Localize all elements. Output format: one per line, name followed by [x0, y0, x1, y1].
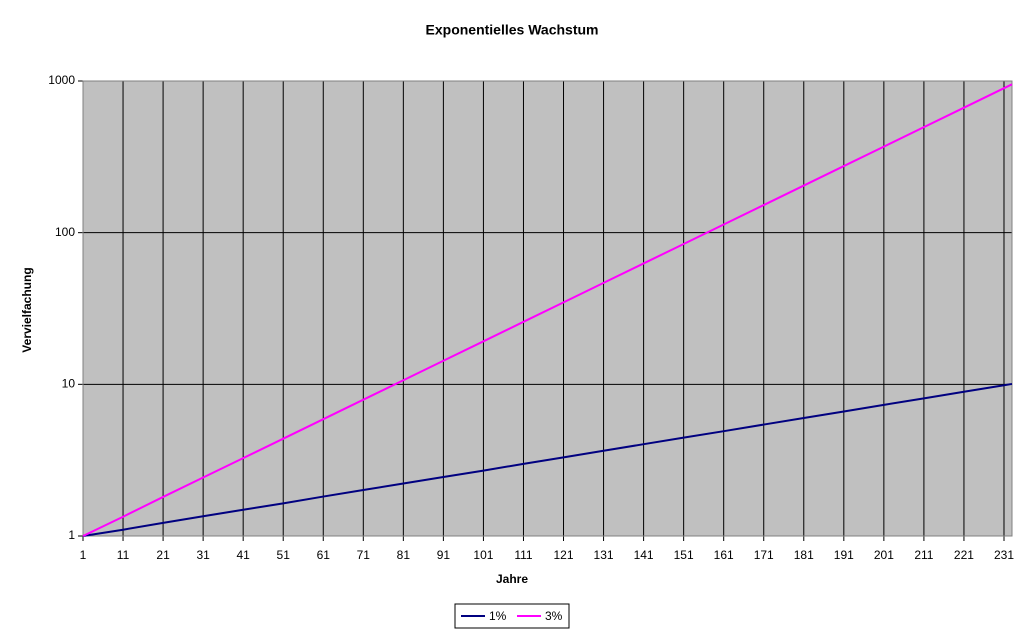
x-tick-label: 51	[277, 548, 291, 562]
x-axis-label: Jahre	[496, 572, 528, 586]
x-tick-label: 171	[754, 548, 774, 562]
x-tick-label: 131	[594, 548, 614, 562]
x-tick-label: 91	[437, 548, 451, 562]
y-tick-label: 10	[62, 377, 76, 391]
y-tick-label: 1000	[48, 73, 75, 87]
x-tick-label: 61	[317, 548, 331, 562]
x-tick-label: 231	[994, 548, 1014, 562]
x-tick-label: 181	[794, 548, 814, 562]
y-axis-label: Vervielfachung	[20, 267, 34, 352]
y-tick-label: 100	[55, 225, 75, 239]
legend-label: 1%	[489, 609, 507, 623]
x-tick-label: 81	[397, 548, 411, 562]
x-tick-label: 11	[117, 548, 130, 562]
plot-border	[82, 80, 1013, 537]
x-tick-label: 121	[554, 548, 574, 562]
x-tick-label: 21	[156, 548, 170, 562]
x-tick-label: 71	[357, 548, 371, 562]
x-tick-label: 161	[714, 548, 734, 562]
x-tick-label: 211	[914, 548, 933, 562]
chart-title: Exponentielles Wachstum	[426, 22, 599, 38]
x-tick-label: 201	[874, 548, 894, 562]
x-tick-label: 31	[196, 548, 210, 562]
x-tick-label: 101	[473, 548, 493, 562]
x-tick-label: 111	[514, 548, 533, 562]
x-tick-label: 41	[236, 548, 250, 562]
x-tick-label: 151	[674, 548, 694, 562]
x-tick-label: 141	[634, 548, 654, 562]
series-line	[82, 382, 1013, 537]
y-tick-label: 1	[68, 528, 75, 542]
x-tick-label: 221	[954, 548, 974, 562]
x-tick-label: 1	[80, 548, 87, 562]
x-tick-label: 191	[834, 548, 854, 562]
series-line	[82, 83, 1013, 537]
legend-label: 3%	[545, 609, 563, 623]
